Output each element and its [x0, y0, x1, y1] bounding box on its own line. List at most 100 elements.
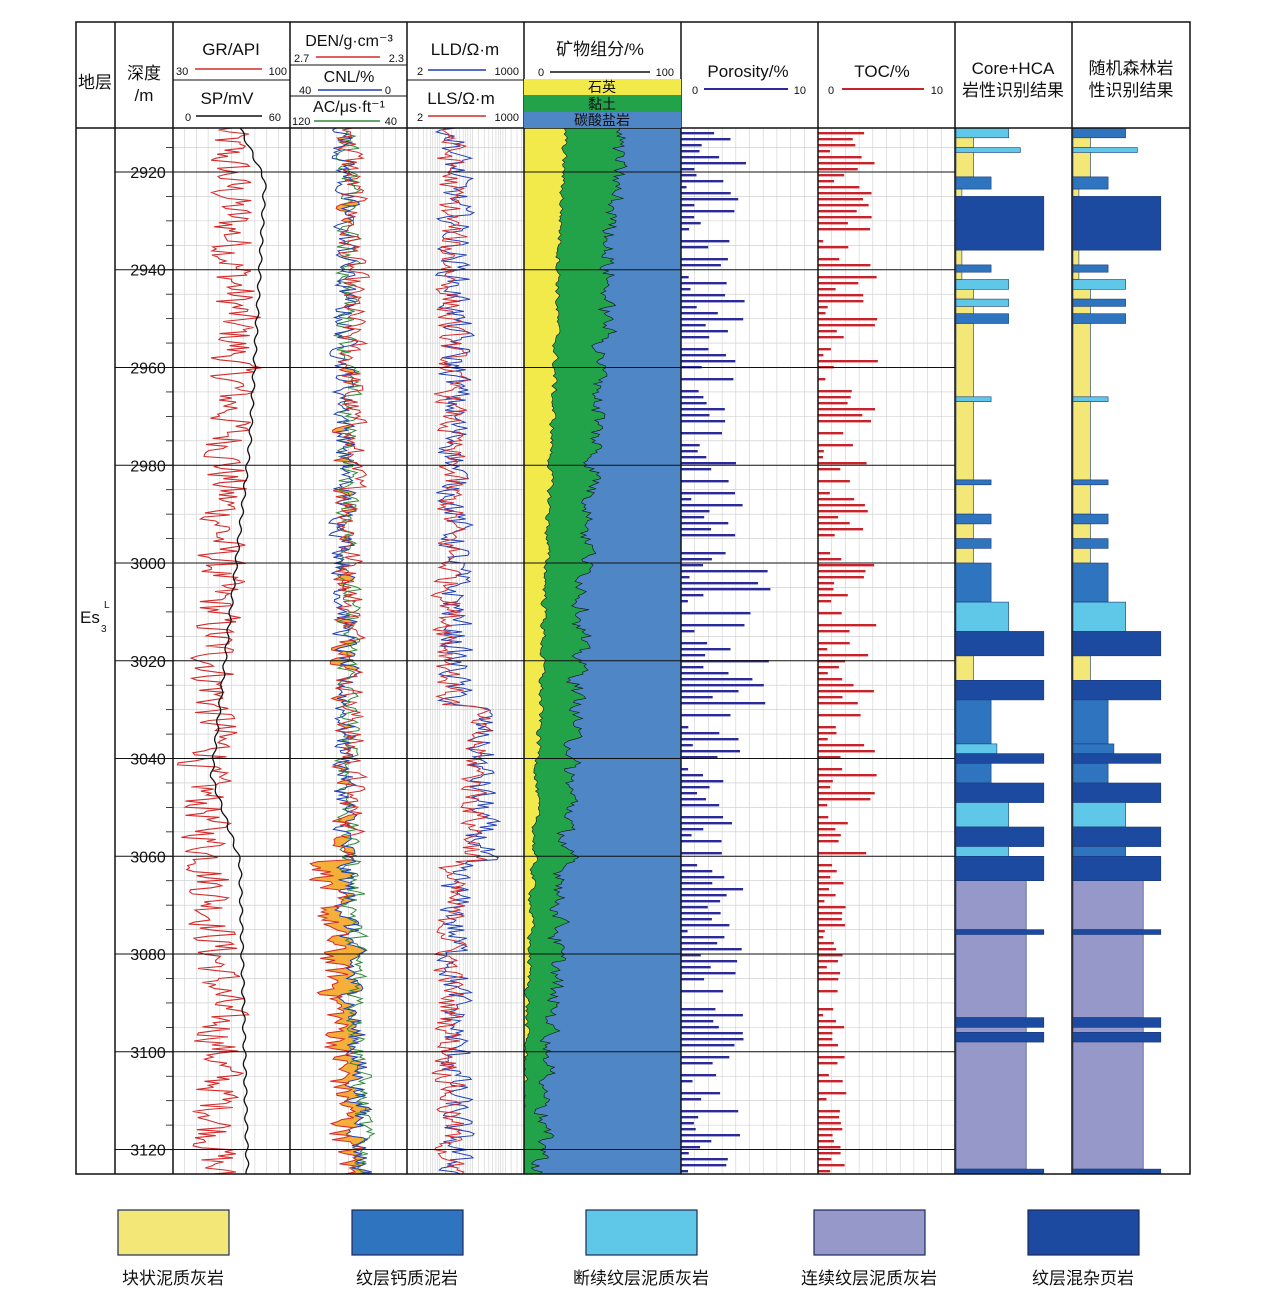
porosity-bar: [681, 702, 766, 705]
porosity-bar: [681, 324, 706, 327]
legend-item-3: 断续纹层泥质灰岩: [573, 1209, 709, 1288]
lithology-interval: [955, 1017, 1045, 1028]
porosity-bar: [681, 180, 724, 183]
porosity-bar: [681, 738, 739, 741]
toc-bar: [818, 600, 832, 603]
toc-bar: [818, 294, 864, 297]
porosity-bar: [681, 408, 725, 411]
toc-bar: [818, 456, 823, 459]
toc-bar: [818, 282, 859, 285]
toc-bar: [818, 906, 846, 909]
depth-header-line2: /m: [135, 86, 154, 105]
sp-min: 0: [185, 112, 191, 124]
lls-title: LLS/Ω·m: [427, 89, 495, 108]
porosity-bar: [681, 450, 698, 453]
toc-bar: [818, 744, 865, 747]
porosity-bar: [681, 360, 736, 363]
toc-bar: [818, 306, 828, 309]
lithology-interval: [1072, 699, 1109, 745]
toc-bar: [818, 798, 871, 801]
random-forest-lithology-column: [1072, 127, 1162, 1175]
toc-bar: [818, 198, 863, 201]
porosity-bar: [681, 444, 700, 447]
lithology-interval: [1072, 631, 1162, 657]
toc-bar: [818, 924, 846, 927]
toc-bar: [818, 942, 834, 945]
header-formation: 地层: [78, 73, 112, 92]
toc-bar: [818, 804, 828, 807]
toc-bar: [818, 582, 835, 585]
core-hca-title-line2: 岩性识别结果: [962, 81, 1064, 100]
toc-bar: [818, 420, 871, 423]
toc-bar: [818, 264, 871, 267]
porosity-bar: [681, 882, 713, 885]
toc-bar: [818, 216, 872, 219]
lithology-interval: [955, 313, 1009, 324]
toc-bar: [818, 204, 869, 207]
legend-label: 纹层钙质泥岩: [356, 1269, 458, 1288]
depth-label-3060: 3060: [130, 849, 166, 866]
porosity-bar: [681, 576, 690, 579]
sp-title: SP/mV: [201, 89, 255, 108]
lithology-interval: [955, 147, 1021, 153]
gr-title: GR/API: [202, 40, 260, 59]
lithology-interval: [1072, 176, 1109, 190]
porosity-bar: [681, 138, 731, 141]
lithology-interval: [955, 846, 1009, 857]
frame: [75, 21, 1191, 1175]
den-min: 2.7: [294, 53, 309, 65]
porosity-bar: [681, 1056, 730, 1059]
porosity-bar: [681, 504, 743, 507]
toc-bar: [818, 726, 836, 729]
header-depth: 深度 /m: [127, 64, 161, 105]
lithology-interval: [955, 513, 992, 525]
toc-bar: [818, 510, 868, 513]
toc-bar: [818, 954, 843, 957]
porosity-bar: [681, 420, 726, 423]
header-core-hca: Core+HCA 岩性识别结果: [962, 59, 1064, 100]
lithology-interval: [955, 188, 963, 197]
porosity-bar: [681, 564, 703, 567]
porosity-bar: [681, 900, 721, 903]
lithology-interval: [1072, 753, 1162, 764]
lithology-interval: [1072, 1041, 1144, 1170]
toc-bar: [818, 672, 828, 675]
porosity-bar: [681, 834, 692, 837]
lithology-interval: [1072, 401, 1091, 481]
porosity-bar: [681, 714, 731, 717]
header-den-cnl-ac: DEN/g·cm⁻³ 2.7 2.3 CNL/% 40 0 AC/μs·ft⁻¹…: [292, 33, 404, 128]
depth-label-3100: 3100: [130, 1045, 166, 1062]
toc-bar: [818, 432, 844, 435]
toc-bar: [818, 402, 848, 405]
toc-bar: [818, 1110, 840, 1113]
ac-title: AC/μs·ft⁻¹: [313, 99, 385, 116]
toc-bar: [818, 750, 875, 753]
toc-bar: [818, 300, 864, 303]
legend-swatch: [585, 1209, 698, 1256]
toc-bar: [818, 756, 841, 759]
porosity-bar: [681, 162, 746, 165]
lithology-interval: [955, 279, 1009, 290]
toc-bar: [818, 288, 836, 291]
porosity-bar: [681, 744, 693, 747]
toc-bar: [818, 174, 845, 177]
lithology-interval: [955, 298, 1009, 307]
den-cnl-ac-curves: [309, 128, 376, 1174]
lithology-interval: [955, 196, 1045, 251]
carbonate-swatch: [524, 112, 681, 128]
mineral-min: 0: [538, 67, 544, 79]
porosity-bar: [681, 1158, 728, 1161]
legend-swatch: [351, 1209, 464, 1256]
sp-curve: [209, 128, 267, 1174]
porosity-bar: [681, 1038, 744, 1041]
porosity-bar: [681, 246, 709, 249]
legend-item-5: 纹层混杂页岩: [1027, 1209, 1140, 1288]
lithology-interval: [1072, 249, 1080, 266]
ac-max: 40: [385, 116, 397, 128]
porosity-bar: [681, 132, 715, 135]
toc-bar: [818, 336, 844, 339]
lithology-interval: [955, 826, 1045, 847]
porosity-bar: [681, 828, 704, 831]
depth-label-2940: 2940: [130, 263, 166, 280]
porosity-bar: [681, 204, 695, 207]
